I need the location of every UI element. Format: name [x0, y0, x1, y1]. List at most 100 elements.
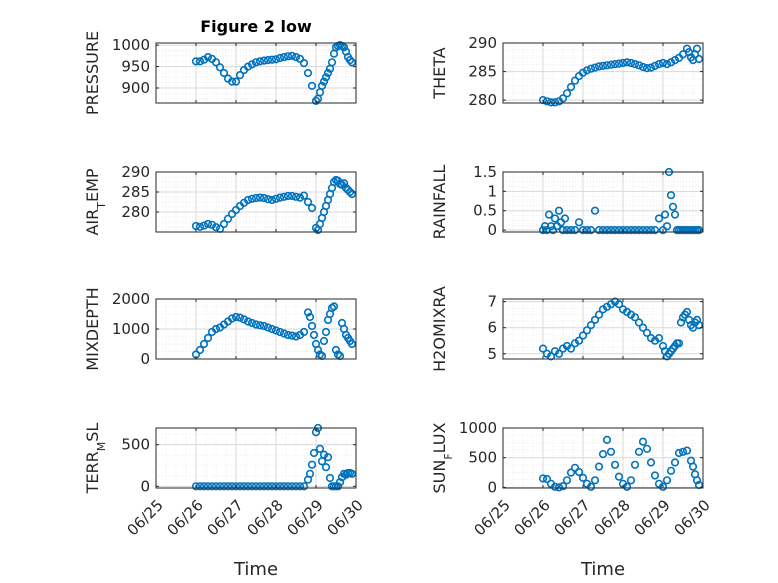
y-tick-label: 0: [140, 477, 150, 495]
data-point: [658, 482, 668, 491]
data-point: [243, 62, 253, 71]
data-point: [674, 339, 684, 348]
data-point: [191, 482, 201, 491]
data-point: [688, 462, 698, 471]
data-point: [255, 193, 265, 202]
x-tick-label: 06/29: [283, 496, 326, 539]
data-point: [562, 476, 572, 485]
data-point: [291, 192, 301, 201]
data-point: [614, 226, 624, 235]
data-point: [622, 226, 632, 235]
data-point: [215, 63, 225, 72]
data-point: [594, 462, 604, 471]
data-point: [538, 226, 548, 235]
data-point: [594, 62, 604, 71]
axes-box: [502, 42, 704, 104]
data-point: [662, 476, 672, 485]
data-point: [598, 226, 608, 235]
data-point: [682, 446, 692, 455]
data-point: [307, 321, 317, 331]
data-point: [231, 312, 241, 322]
data-point: [642, 444, 652, 453]
x-tick-label: 06/28: [590, 496, 633, 539]
y-tick-label: 6: [487, 319, 497, 337]
data-point: [263, 195, 273, 204]
data-point: [291, 482, 301, 491]
data-point: [231, 77, 241, 86]
data-point: [566, 226, 576, 235]
data-point: [670, 458, 680, 467]
subplot-mixdepth: 0 1000 2000 MIXDEPTH: [83, 287, 357, 371]
data-point: [305, 312, 315, 322]
axes-box: [155, 171, 357, 233]
data-point: [275, 53, 285, 63]
data-point: [692, 44, 702, 53]
data-point: [283, 330, 293, 340]
y-tick-label: 1.5: [473, 163, 497, 181]
y-tick-label: 290: [121, 163, 150, 181]
y-tick-label: 280: [121, 203, 150, 221]
data-point: [287, 191, 297, 201]
data-point: [582, 226, 592, 235]
y-tick-label: 500: [121, 436, 150, 454]
data-point: [666, 58, 676, 67]
data-point: [259, 193, 269, 203]
data-point: [247, 194, 257, 203]
data-point: [263, 323, 273, 332]
data-point: [211, 482, 221, 491]
data-point: [590, 476, 600, 485]
data-point: [309, 330, 319, 340]
x-tick-label: 06/30: [323, 496, 366, 539]
y-axis-label: PRESSURE: [83, 31, 102, 115]
data-point: [546, 352, 556, 361]
data-point: [630, 226, 640, 235]
data-point: [259, 56, 269, 65]
axes-box: [155, 427, 357, 489]
y-axis-label: H2OMIXRA: [430, 286, 449, 372]
data-point: [321, 327, 331, 337]
data-point: [203, 333, 213, 343]
data-point: [299, 58, 309, 68]
data-point: [622, 58, 632, 67]
data-point: [199, 221, 209, 230]
data-point: [347, 339, 357, 349]
y-tick-label: 1000: [112, 36, 150, 54]
axes-box: [502, 171, 704, 233]
data-point: [578, 331, 588, 340]
data-point: [654, 334, 664, 343]
data-point: [642, 328, 652, 338]
data-point: [251, 482, 261, 491]
data-point: [634, 318, 644, 327]
data-point: [630, 460, 640, 469]
data-point: [546, 98, 556, 107]
data-point: [191, 57, 201, 66]
data-point: [550, 214, 560, 223]
data-point: [235, 313, 245, 322]
y-tick-label: 950: [121, 58, 150, 76]
data-point: [279, 329, 289, 338]
data-point: [586, 321, 596, 330]
y-tick-label: 1: [487, 182, 497, 200]
data-point: [666, 191, 676, 200]
data-point: [295, 482, 305, 491]
data-point: [255, 321, 265, 330]
data-point: [692, 476, 702, 485]
data-point: [606, 447, 616, 456]
data-point: [199, 482, 209, 491]
data-point: [614, 59, 624, 68]
y-axis-label: TERRMSL: [83, 423, 108, 495]
data-point: [618, 226, 628, 235]
y-tick-label: 0: [140, 350, 150, 368]
data-point: [267, 195, 277, 205]
data-point: [303, 308, 313, 317]
data-point: [590, 206, 600, 215]
data-point: [598, 450, 608, 459]
data-point: [279, 192, 289, 201]
data-point: [219, 219, 229, 229]
data-point: [275, 193, 285, 202]
data-point: [305, 469, 315, 478]
x-tick-label: 06/29: [630, 496, 673, 539]
data-point: [558, 226, 568, 235]
data-point: [279, 52, 289, 62]
data-point: [542, 475, 552, 484]
